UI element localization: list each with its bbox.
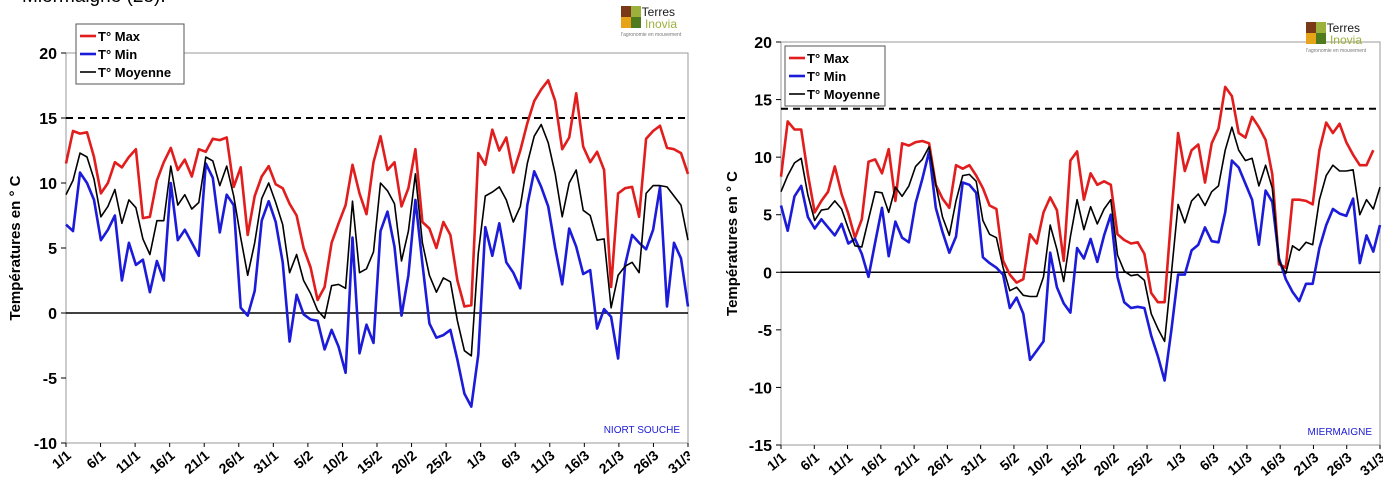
x-tick-label: 20/2 bbox=[1091, 449, 1122, 479]
legend-label: T° Min bbox=[98, 47, 137, 62]
x-tick-label: 31/1 bbox=[957, 449, 988, 479]
logo-block bbox=[1306, 22, 1316, 33]
x-tick-label: 25/2 bbox=[1124, 449, 1155, 479]
series-line-t-min bbox=[65, 162, 690, 408]
logo-block bbox=[621, 17, 631, 28]
legend-box bbox=[75, 23, 185, 85]
y-tick-label: 0 bbox=[763, 265, 772, 282]
logo-tagline: l'agronomie en mouvement bbox=[1306, 48, 1367, 54]
x-tick-label: 11/3 bbox=[527, 447, 558, 476]
logo-block bbox=[631, 6, 641, 17]
x-tick-label: 1/3 bbox=[1163, 449, 1188, 474]
y-tick-label: 0 bbox=[48, 306, 57, 323]
x-tick-label: 21/1 bbox=[181, 447, 212, 477]
series-line-t-moyenne bbox=[780, 126, 1381, 343]
x-tick-label: 21/3 bbox=[596, 447, 627, 477]
legend: T° Max T° Min T° Moyenne bbox=[784, 45, 886, 107]
x-tick-label: 16/1 bbox=[858, 449, 889, 479]
legend-label: T° Min bbox=[807, 69, 846, 84]
logo-text-inovia: Inovia bbox=[645, 17, 677, 31]
station-label: NIORT SOUCHE bbox=[604, 425, 681, 436]
y-tick-label: 15 bbox=[754, 93, 772, 110]
x-tick-label: 10/2 bbox=[1024, 449, 1055, 479]
x-tick-label: 20/2 bbox=[388, 447, 419, 477]
logo-text-terres: Terres bbox=[642, 5, 675, 19]
y-tick-label: 15 bbox=[39, 111, 57, 128]
legend-label: T° Moyenne bbox=[98, 65, 171, 80]
y-tick-label: -10 bbox=[749, 380, 772, 397]
y-axis-label: Températures en ° C bbox=[7, 175, 24, 320]
logo-tagline: l'agronomie en mouvement bbox=[621, 32, 682, 38]
x-tick-label: 16/1 bbox=[146, 447, 177, 477]
x-tick-label: 6/1 bbox=[797, 449, 822, 474]
legend: T° Max T° Min T° Moyenne bbox=[75, 23, 185, 85]
series-line-t-moyenne bbox=[65, 123, 689, 357]
x-tick-label: 21/3 bbox=[1290, 449, 1321, 479]
x-tick-label: 21/1 bbox=[891, 449, 922, 479]
x-tick-label: 6/1 bbox=[83, 447, 108, 472]
y-tick-label: 20 bbox=[754, 35, 772, 52]
x-tick-label: 11/3 bbox=[1224, 449, 1255, 478]
x-tick-label: 5/2 bbox=[291, 447, 316, 472]
legend-label: T° Max bbox=[98, 29, 141, 44]
plot-area bbox=[65, 52, 689, 444]
x-tick-label: 6/3 bbox=[498, 447, 523, 472]
y-tick-label: -10 bbox=[34, 436, 57, 453]
x-tick-label: 11/1 bbox=[112, 447, 143, 476]
y-axis-label: Températures en ° C bbox=[724, 171, 741, 316]
legend-label: T° Max bbox=[807, 51, 850, 66]
logo-text-inovia: Inovia bbox=[1330, 33, 1362, 47]
logo-block bbox=[1316, 33, 1326, 44]
logo-block bbox=[631, 17, 641, 28]
x-tick-label: 15/2 bbox=[354, 447, 385, 477]
x-tick-label: 31/3 bbox=[1357, 449, 1383, 479]
x-tick-label: 5/2 bbox=[997, 449, 1022, 474]
x-tick-label: 31/3 bbox=[665, 447, 690, 477]
x-tick-label: 26/3 bbox=[630, 447, 661, 477]
x-tick-label: 26/1 bbox=[924, 449, 955, 479]
y-tick-label: 20 bbox=[39, 46, 57, 63]
logo-block bbox=[621, 6, 631, 17]
x-tick-label: 6/3 bbox=[1196, 449, 1221, 474]
y-tick-label: 10 bbox=[754, 150, 772, 167]
logo-block bbox=[1306, 33, 1316, 44]
logo-block bbox=[1316, 22, 1326, 33]
y-tick-label: -5 bbox=[43, 371, 57, 388]
x-tick-label: 11/1 bbox=[825, 449, 856, 478]
logo-text-terres: Terres bbox=[1327, 21, 1360, 35]
y-tick-label: -15 bbox=[749, 438, 772, 455]
legend-label: T° Moyenne bbox=[807, 87, 880, 102]
station-label: MIERMAIGNE bbox=[1308, 427, 1373, 438]
y-tick-label: 5 bbox=[763, 208, 772, 225]
y-tick-label: -5 bbox=[758, 323, 772, 340]
x-tick-label: 15/2 bbox=[1057, 449, 1088, 479]
header-text: Miermaigne (28). bbox=[22, 0, 166, 8]
x-tick-label: 25/2 bbox=[423, 447, 454, 477]
x-tick-label: 31/1 bbox=[250, 447, 281, 477]
y-tick-label: 5 bbox=[48, 241, 57, 258]
series-line-t-max bbox=[64, 79, 690, 308]
x-tick-label: 1/3 bbox=[463, 447, 488, 472]
x-tick-label: 16/3 bbox=[561, 447, 592, 477]
x-tick-label: 26/3 bbox=[1323, 449, 1354, 479]
x-tick-label: 10/2 bbox=[319, 447, 350, 477]
x-tick-label: 26/1 bbox=[216, 447, 247, 477]
y-tick-label: 10 bbox=[39, 176, 57, 193]
x-tick-label: 16/3 bbox=[1257, 449, 1288, 479]
